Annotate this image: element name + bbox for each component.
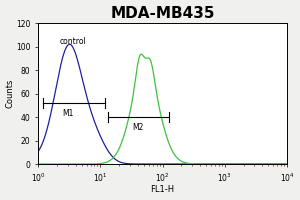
X-axis label: FL1-H: FL1-H	[151, 185, 175, 194]
Text: M2: M2	[132, 123, 143, 132]
Text: M1: M1	[62, 109, 74, 118]
Text: control: control	[60, 37, 87, 46]
Title: MDA-MB435: MDA-MB435	[110, 6, 215, 21]
Y-axis label: Counts: Counts	[6, 79, 15, 108]
